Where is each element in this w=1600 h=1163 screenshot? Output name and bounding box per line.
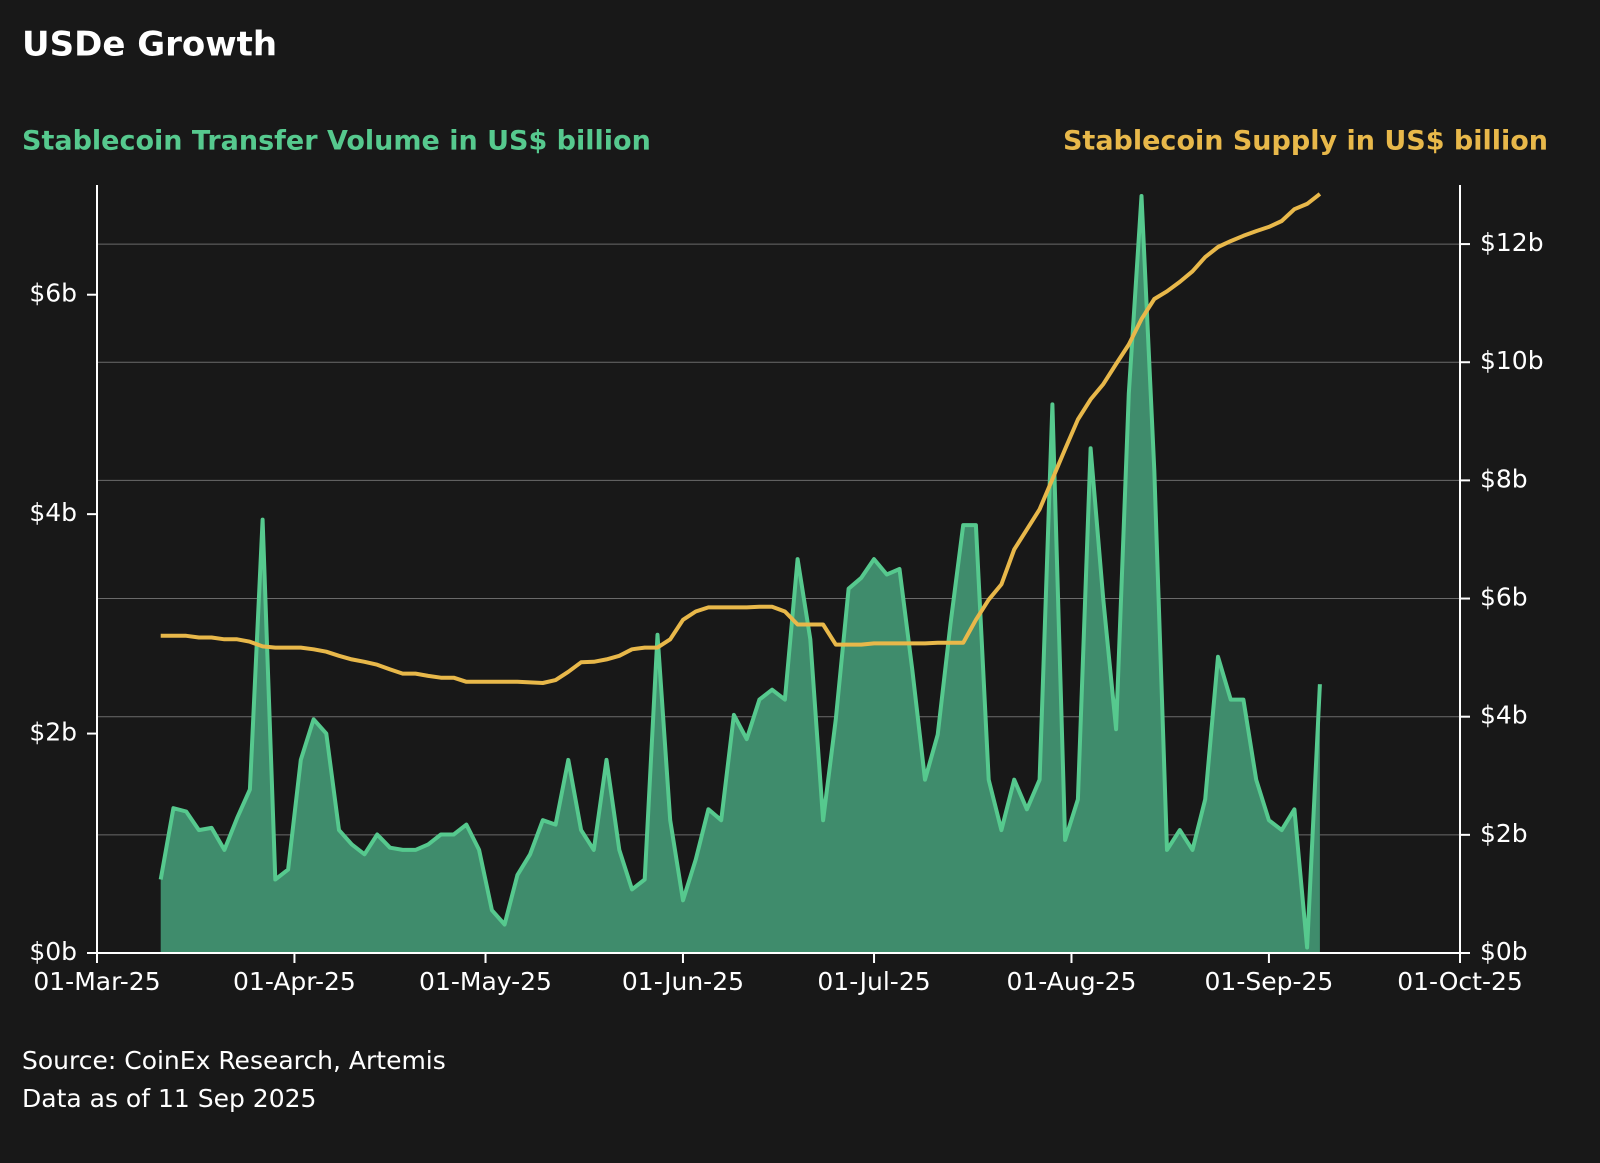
line	[160, 192, 1322, 685]
y2-tick-label: $12b	[1480, 228, 1544, 257]
y2-tick-label: $2b	[1480, 819, 1528, 848]
y2-tick-label: $10b	[1480, 346, 1544, 375]
x-tick-label: 01-Oct-25	[1397, 967, 1523, 996]
y2-tick-label: $0b	[1480, 937, 1528, 966]
x-tick-label: 01-Sep-25	[1205, 967, 1334, 996]
y-tick-label: $2b	[29, 718, 77, 747]
y2-tick-label: $4b	[1480, 701, 1528, 730]
plot	[158, 192, 1322, 953]
y-tick-label: $4b	[29, 498, 77, 527]
x-tick-label: 01-Aug-25	[1007, 967, 1137, 996]
area	[160, 196, 1320, 953]
y2-axis-title: Stablecoin Supply in US$ billion	[1063, 126, 1548, 157]
x-tick-label: 01-Jul-25	[817, 967, 930, 996]
x-tick-label: 01-May-25	[419, 967, 552, 996]
x-tick-label: 01-Jun-25	[622, 967, 744, 996]
y-tick-label: $6b	[29, 279, 77, 308]
source: Source: CoinEx Research, Artemis	[22, 1046, 446, 1075]
note: Data as of 11 Sep 2025	[22, 1084, 316, 1113]
chart-title: USDe Growth	[22, 25, 277, 65]
x-tick-label: 01-Apr-25	[233, 967, 356, 996]
y2-tick-label: $8b	[1480, 464, 1528, 493]
axes: $0b $2b $4b $6b $0b $2b $4b $6b $8b $10b $12b 01-Ma…	[29, 185, 1544, 996]
y-axis-title: Stablecoin Transfer Volume in US$ billio…	[22, 126, 651, 157]
x-tick-label: 01-Mar-25	[33, 967, 160, 996]
y2-tick-label: $6b	[1480, 583, 1528, 612]
y-tick-label: $0b	[29, 937, 77, 966]
area-line	[158, 194, 1322, 950]
